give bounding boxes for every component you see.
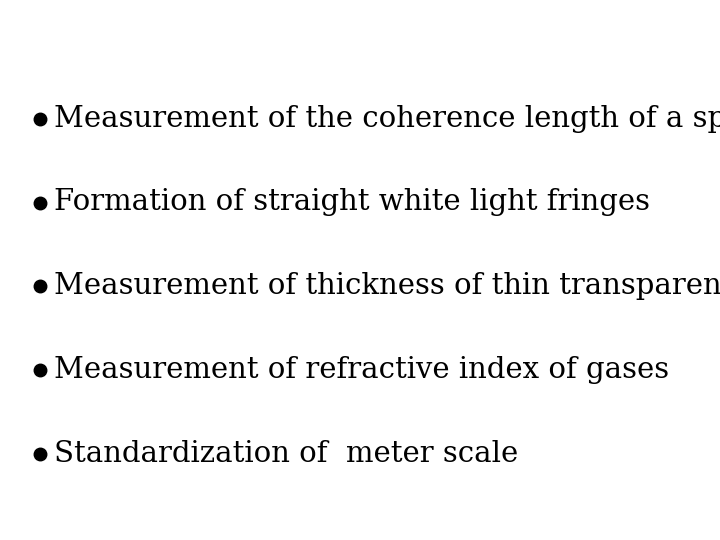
Text: Formation of straight white light fringes: Formation of straight white light fringe…: [54, 188, 650, 217]
Text: Measurement of the coherence length of a spectral line: Measurement of the coherence length of a…: [54, 105, 720, 133]
Text: Measurement of refractive index of gases: Measurement of refractive index of gases: [54, 356, 669, 384]
Text: Measurement of thickness of thin transparent flakes: Measurement of thickness of thin transpa…: [54, 272, 720, 300]
Text: Standardization of  meter scale: Standardization of meter scale: [54, 440, 518, 468]
